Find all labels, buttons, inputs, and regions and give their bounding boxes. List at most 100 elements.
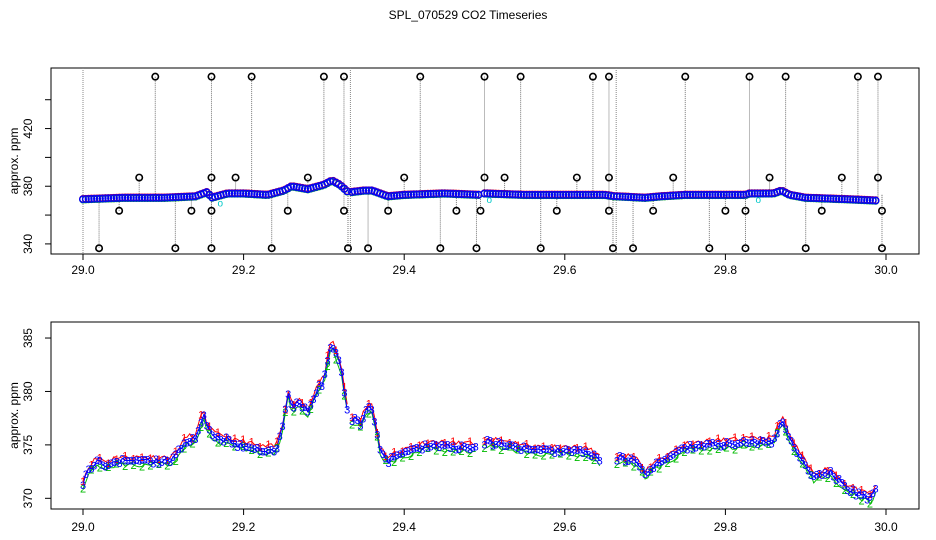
baseline-point-3 [854,195,863,204]
series-point-3: 3 [785,432,791,444]
series-point-1: 1 [622,453,628,465]
baseline-point-3 [454,190,463,199]
baseline-point-3 [508,190,517,199]
series-point-2: 2 [282,407,288,419]
baseline-point-3 [837,195,846,204]
baseline-point-3 [753,189,762,198]
baseline-point-3 [163,193,172,202]
series-point-1: 1 [316,378,322,390]
series-point-1: 1 [416,440,422,452]
baseline-point-3 [168,193,177,202]
series-point-3: 3 [797,452,803,464]
series-point-3: 3 [757,435,763,447]
series-point-2: 2 [164,461,170,473]
series-point-1: 1 [282,404,288,416]
series-point-2: 2 [357,421,363,433]
x-tick-label: 29.0 [71,263,95,277]
series-point-2: 2 [240,441,246,453]
series-point-3: 3 [116,458,122,470]
series-point-1: 1 [240,434,246,446]
series-point-3: 3 [712,441,718,453]
series-point-2: 2 [223,438,229,450]
baseline-point-3 [708,190,717,199]
baseline-point-3 [227,189,236,198]
series-point-1: 1 [223,432,229,444]
series-point-1: 1 [591,450,597,462]
baseline-point-3 [242,189,251,198]
baseline-point-3 [851,195,860,204]
series-point-3: 3 [867,492,873,504]
baseline-point-3 [236,189,245,198]
spike-low-point [608,244,617,253]
series-point-2: 2 [740,440,746,452]
series-point-3: 3 [470,442,476,454]
series-point-3: 3 [552,448,558,460]
series-point-2: 2 [850,489,856,501]
baseline-point-3 [421,190,430,199]
baseline-point-3 [550,190,559,199]
spike-mid-point [572,173,581,182]
series-point-3: 3 [743,438,749,450]
baseline-point-3 [497,190,506,199]
baseline-point-3 [166,193,175,202]
spike-mid-point [400,173,409,182]
series-point-2: 2 [181,443,187,455]
baseline-point-3 [146,193,155,202]
series-point-3: 3 [828,465,834,477]
baseline-point-3 [672,191,681,200]
series-line-3 [82,347,348,486]
series-point-1: 1 [566,444,572,456]
series-point-2: 2 [383,455,389,467]
baseline-point-3 [652,192,661,201]
series-point-3: 3 [791,442,797,454]
dip-point [877,206,886,215]
baseline-point-3 [395,191,404,200]
baseline-point-3 [860,196,869,205]
series-point-3: 3 [336,355,342,367]
series-point-3: 3 [549,445,555,457]
series-point-1: 1 [291,399,297,411]
baseline-point-3 [702,190,711,199]
spike-high-point [604,72,613,81]
spike-mid-point [765,173,774,182]
baseline-point-3 [846,195,855,204]
series-point-2: 2 [631,461,637,473]
series-point-1: 1 [732,432,738,444]
baseline-point-3 [256,190,265,199]
series-point-3: 3 [291,403,297,415]
spike-mid-point [231,173,240,182]
series-point-1: 1 [139,452,145,464]
series-point-3: 3 [805,466,811,478]
series-point-2: 2 [766,439,772,451]
series-point-3: 3 [274,443,280,455]
series-point-2: 2 [507,442,513,454]
spike-low-point [536,244,545,253]
series-point-3: 3 [170,452,176,464]
baseline-point-3 [126,193,135,202]
series-point-3: 3 [285,389,291,401]
series-point-3: 3 [515,443,521,455]
plot-frame-bottom [50,321,920,510]
baseline-point-3 [435,189,444,198]
series-point-3: 3 [574,445,580,457]
series-point-1: 1 [639,462,645,474]
series-point-2: 2 [467,448,473,460]
spike-high-point [873,72,882,81]
baseline-point-3 [132,193,141,202]
series-point-3: 3 [724,437,730,449]
dip-point [721,206,730,215]
series-point-2: 2 [791,446,797,458]
series-point-2: 2 [574,452,580,464]
baseline-point-3 [174,193,183,202]
series-point-3: 3 [235,442,241,454]
series-point-3: 3 [811,471,817,483]
baseline-point-3 [432,189,441,198]
series-point-3: 3 [150,458,156,470]
spike-low-point [741,244,750,253]
cyan-marker: o [217,198,223,209]
series-point-1: 1 [198,410,204,422]
series-point-2: 2 [724,443,730,455]
series-point-3: 3 [704,438,710,450]
spike-mid-point [604,173,613,182]
series-point-3: 3 [339,367,345,379]
